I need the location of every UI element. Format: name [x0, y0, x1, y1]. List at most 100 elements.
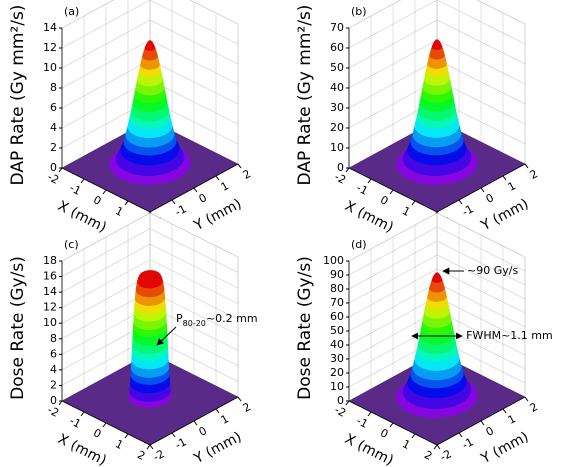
- x-axis-title: X (mm): [55, 198, 109, 236]
- panel-label: (d): [351, 238, 367, 251]
- z-tick-label: 0: [337, 394, 344, 407]
- y-tick: [480, 187, 485, 193]
- x-tick: [367, 411, 372, 417]
- z-tick-label: 70: [330, 21, 344, 34]
- y-tick-label: 0: [197, 424, 209, 439]
- x-tick: [411, 200, 416, 206]
- z-tick-label: 2: [50, 378, 57, 391]
- x-tick-label: -1: [354, 181, 370, 198]
- y-tick: [171, 199, 176, 205]
- x-tick: [102, 422, 107, 428]
- annotation: P80-20~0.2 mm: [176, 312, 258, 328]
- x-tick: [146, 444, 151, 450]
- z-tick-label: 12: [43, 301, 57, 314]
- z-tick-label: 16: [43, 270, 57, 283]
- y-axis-title: Y (mm): [478, 429, 532, 467]
- z-tick-label: 18: [43, 254, 57, 267]
- x-tick-label: 1: [113, 437, 125, 452]
- x-axis-title: X (mm): [55, 431, 109, 467]
- annotation-subscript: 80-20: [183, 319, 206, 328]
- x-tick-label: 0: [378, 426, 390, 441]
- z-tick-label: 90: [330, 268, 344, 281]
- grid-line: [61, 0, 239, 29]
- y-tick-label: -1: [460, 202, 476, 219]
- panel-label: (b): [351, 5, 367, 18]
- y-tick-label: 2: [528, 167, 540, 182]
- z-tick-label: 8: [50, 332, 57, 345]
- panel-label: (c): [64, 238, 79, 251]
- x-tick-label: 2: [422, 448, 434, 463]
- x-tick-label: 0: [91, 426, 103, 441]
- y-tick-label: -1: [173, 435, 189, 452]
- y-axis-title: Y (mm): [478, 196, 532, 235]
- x-tick-label: -2: [332, 170, 348, 187]
- z-tick-label: 14: [43, 285, 57, 298]
- z-tick-label: 30: [330, 352, 344, 365]
- annotation-text: P: [176, 312, 183, 325]
- x-tick-label: -2: [45, 170, 61, 187]
- z-tick-label: 60: [330, 41, 344, 54]
- z-tick-label: 10: [330, 141, 344, 154]
- z-tick-label: 6: [50, 101, 57, 114]
- surface-slice: [142, 270, 158, 279]
- y-tick: [502, 175, 507, 181]
- y-tick-label: 0: [484, 191, 496, 206]
- y-tick: [237, 163, 242, 169]
- annotation: FWHM~1.1 mm: [466, 329, 553, 342]
- z-axis-title: Dose Rate (Gy/s): [295, 256, 315, 400]
- y-tick-label: 0: [484, 424, 496, 439]
- x-tick: [58, 167, 63, 173]
- z-tick-label: 8: [50, 81, 57, 94]
- z-tick-label: 100: [323, 254, 344, 267]
- z-tick-label: 20: [330, 366, 344, 379]
- z-tick-label: 10: [43, 61, 57, 74]
- grid-line: [61, 0, 239, 49]
- y-tick-label: -1: [173, 202, 189, 219]
- y-tick: [480, 420, 485, 426]
- x-tick-label: -2: [332, 403, 348, 420]
- y-tick: [215, 408, 220, 414]
- surface-slice: [147, 40, 153, 44]
- z-tick-label: 80: [330, 282, 344, 295]
- y-tick: [237, 396, 242, 402]
- y-axis-title: Y (mm): [191, 196, 245, 235]
- z-tick-label: 20: [330, 121, 344, 134]
- x-tick: [389, 189, 394, 195]
- z-tick-label: 4: [50, 121, 57, 134]
- y-tick-label: 2: [241, 400, 253, 415]
- x-axis-title: X (mm): [342, 431, 396, 467]
- surface-slice: [434, 39, 440, 43]
- grid-line: [348, 0, 526, 49]
- y-tick: [171, 432, 176, 438]
- x-tick: [80, 178, 85, 184]
- z-axis-title: DAP Rate (Gy mm²/s): [8, 5, 28, 186]
- z-tick-label: 40: [330, 338, 344, 351]
- z-tick-label: 10: [43, 316, 57, 329]
- y-axis-title: Y (mm): [191, 429, 245, 467]
- y-tick: [524, 396, 529, 402]
- y-tick: [149, 444, 154, 450]
- x-axis-title: X (mm): [342, 198, 396, 236]
- z-tick-label: 2: [50, 141, 57, 154]
- x-tick: [411, 433, 416, 439]
- z-tick-label: 70: [330, 296, 344, 309]
- x-tick: [58, 400, 63, 406]
- x-tick-label: -1: [67, 181, 83, 198]
- x-tick-label: 1: [400, 204, 412, 219]
- y-tick: [215, 175, 220, 181]
- surface-slice: [434, 272, 440, 276]
- y-tick-label: 1: [506, 412, 518, 427]
- z-tick-label: 50: [330, 324, 344, 337]
- z-tick-label: 30: [330, 101, 344, 114]
- arrow: [156, 326, 177, 346]
- y-tick-label: -2: [438, 447, 454, 464]
- x-tick: [367, 178, 372, 184]
- y-tick-label: -2: [151, 447, 167, 464]
- x-tick: [124, 433, 129, 439]
- y-tick: [193, 420, 198, 426]
- z-tick-label: 0: [50, 394, 57, 407]
